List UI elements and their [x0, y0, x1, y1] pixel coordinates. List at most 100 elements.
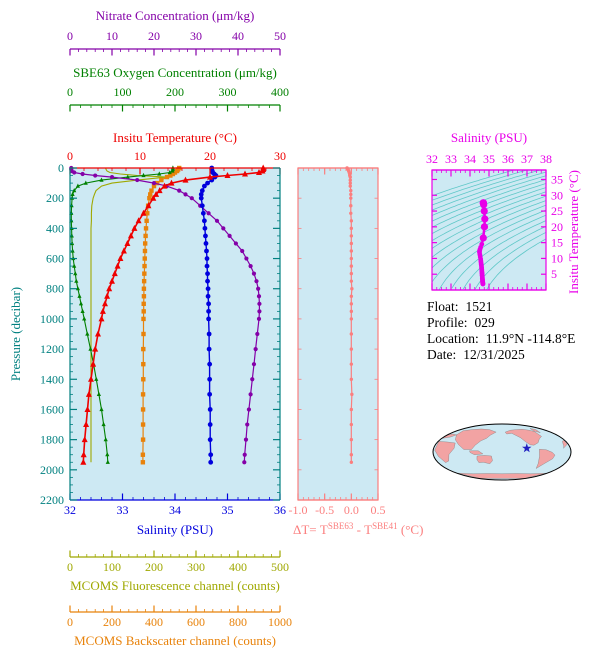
temperature-tick-label: 30 [274, 149, 286, 163]
isopycnal-contour [462, 225, 546, 290]
backscatter-tick-label: 400 [145, 615, 163, 629]
isopycnal-contour [474, 232, 546, 290]
ts-salinity-tick-label: 37 [521, 152, 533, 166]
isopycnal-contour [432, 204, 546, 269]
ts-temperature-tick-label: 30 [551, 188, 563, 202]
fluorescence-tick-label: 300 [187, 560, 205, 574]
isopycnal-contour [438, 214, 546, 290]
pressure-tick-label: 200 [46, 191, 64, 205]
nitrate-tick-label: 20 [148, 29, 160, 43]
ts-temperature-tick-label: 25 [551, 204, 563, 218]
backscatter-tick-label: 200 [103, 615, 121, 629]
backscatter-tick-label: 600 [187, 615, 205, 629]
ts-salinity-axis-title: Salinity (PSU) [451, 130, 527, 145]
delta-t-tick-label: -0.5 [315, 503, 334, 517]
pressure-tick-label: 2000 [40, 463, 64, 477]
fluorescence-tick-label: 0 [67, 560, 73, 574]
salinity-tick-label: 36 [274, 503, 286, 517]
pressure-tick-label: 800 [46, 282, 64, 296]
world-map [432, 423, 572, 481]
ts-temperature-tick-label: 5 [551, 267, 557, 281]
pressure-tick-label: 2200 [40, 493, 64, 507]
temperature-tick-label: 0 [67, 149, 73, 163]
date-line: Date: 12/31/2025 [427, 347, 525, 362]
nitrate-tick-label: 0 [67, 29, 73, 43]
isopycnal-contour [432, 187, 546, 234]
pressure-tick-label: 1600 [40, 402, 64, 416]
oxygen-tick-label: 200 [166, 85, 184, 99]
delta-t-tick-label: 0.0 [344, 503, 359, 517]
pressure-tick-label: 600 [46, 252, 64, 266]
ts-temperature-tick-label: 20 [551, 220, 563, 234]
isopycnal-contour [451, 220, 546, 289]
pressure-tick-label: 0 [58, 161, 64, 175]
world-map-land [434, 428, 568, 479]
ts-salinity-tick-label: 36 [502, 152, 514, 166]
fluorescence-tick-label: 100 [103, 560, 121, 574]
ts-salinity-tick-label: 38 [540, 152, 552, 166]
ts-salinity-tick-label: 33 [445, 152, 457, 166]
pressure-tick-label: 1200 [40, 342, 64, 356]
backscatter-tick-label: 1000 [268, 615, 292, 629]
salinity-axis-title: Salinity (PSU) [137, 522, 213, 537]
pressure-tick-label: 1000 [40, 312, 64, 326]
oxygen-axis-title: SBE63 Oxygen Concentration (μm/kg) [73, 65, 277, 80]
temperature-markers [80, 164, 267, 465]
fluorescence-axis-title: MCOMS Fluorescence channel (counts) [70, 578, 280, 593]
pressure-tick-label: 1400 [40, 372, 64, 386]
fluorescence-tick-label: 500 [271, 560, 289, 574]
backscatter-tick-label: 0 [67, 615, 73, 629]
pressure-axis-title: Pressure (decibar) [8, 287, 23, 381]
fluorescence-tick-label: 400 [229, 560, 247, 574]
ts-salinity-tick-label: 32 [426, 152, 438, 166]
oxygen-tick-label: 0 [67, 85, 73, 99]
temperature-tick-label: 20 [204, 149, 216, 163]
float-id-line: Float: 1521 [427, 299, 493, 314]
float-location-star [522, 443, 532, 453]
pressure-tick-label: 400 [46, 221, 64, 235]
salinity-markers [198, 165, 219, 465]
backscatter-axis-title: MCOMS Backscatter channel (counts) [74, 633, 276, 648]
main-plot-area [70, 168, 280, 500]
nitrate-tick-label: 40 [232, 29, 244, 43]
isopycnal-contour [432, 209, 546, 283]
location-line: Location: 11.9°N -114.8°E [427, 331, 575, 346]
oxygen-tick-label: 100 [114, 85, 132, 99]
ts-temperature-tick-label: 15 [551, 236, 563, 250]
nitrate-axis-title: Nitrate Concentration (μm/kg) [96, 8, 255, 23]
nitrate-tick-label: 50 [274, 29, 286, 43]
profile-line: Profile: 029 [427, 315, 495, 330]
oxygen-tick-label: 300 [219, 85, 237, 99]
isopycnal-contour [432, 200, 546, 258]
ts-salinity-tick-label: 35 [483, 152, 495, 166]
ts-salinity-tick-label: 34 [464, 152, 476, 166]
nitrate-tick-label: 10 [106, 29, 118, 43]
backscatter-tick-label: 800 [229, 615, 247, 629]
salinity-tick-label: 33 [117, 503, 129, 517]
pressure-tick-label: 1800 [40, 433, 64, 447]
isopycnal-contour [432, 179, 546, 222]
temperature-tick-label: 10 [134, 149, 146, 163]
delta-t-axis-title: ΔT= TSBE63 - TSBE41 (°C) [293, 521, 423, 537]
oxygen-tick-label: 400 [271, 85, 289, 99]
fluorescence-tick-label: 200 [145, 560, 163, 574]
isopycnal-contour [432, 170, 516, 197]
world-map-outline [432, 423, 572, 481]
delta-t-series [345, 166, 354, 464]
temperature-axis-title: Insitu Temperature (°C) [113, 130, 237, 145]
ts-temperature-tick-label: 35 [551, 172, 563, 186]
isopycnal-contour [432, 171, 546, 211]
isopycnal-contour [432, 195, 546, 249]
delta-t-tick-label: -1.0 [289, 503, 308, 517]
salinity-tick-label: 34 [169, 503, 181, 517]
salinity-tick-label: 32 [64, 503, 76, 517]
isopycnal-contour [432, 191, 546, 242]
isopycnal-contour [432, 183, 546, 228]
isopycnal-contour [485, 238, 546, 290]
nitrate-markers [69, 165, 262, 465]
delta-t-tick-label: 0.5 [371, 503, 386, 517]
delta-plot-area [298, 168, 378, 500]
